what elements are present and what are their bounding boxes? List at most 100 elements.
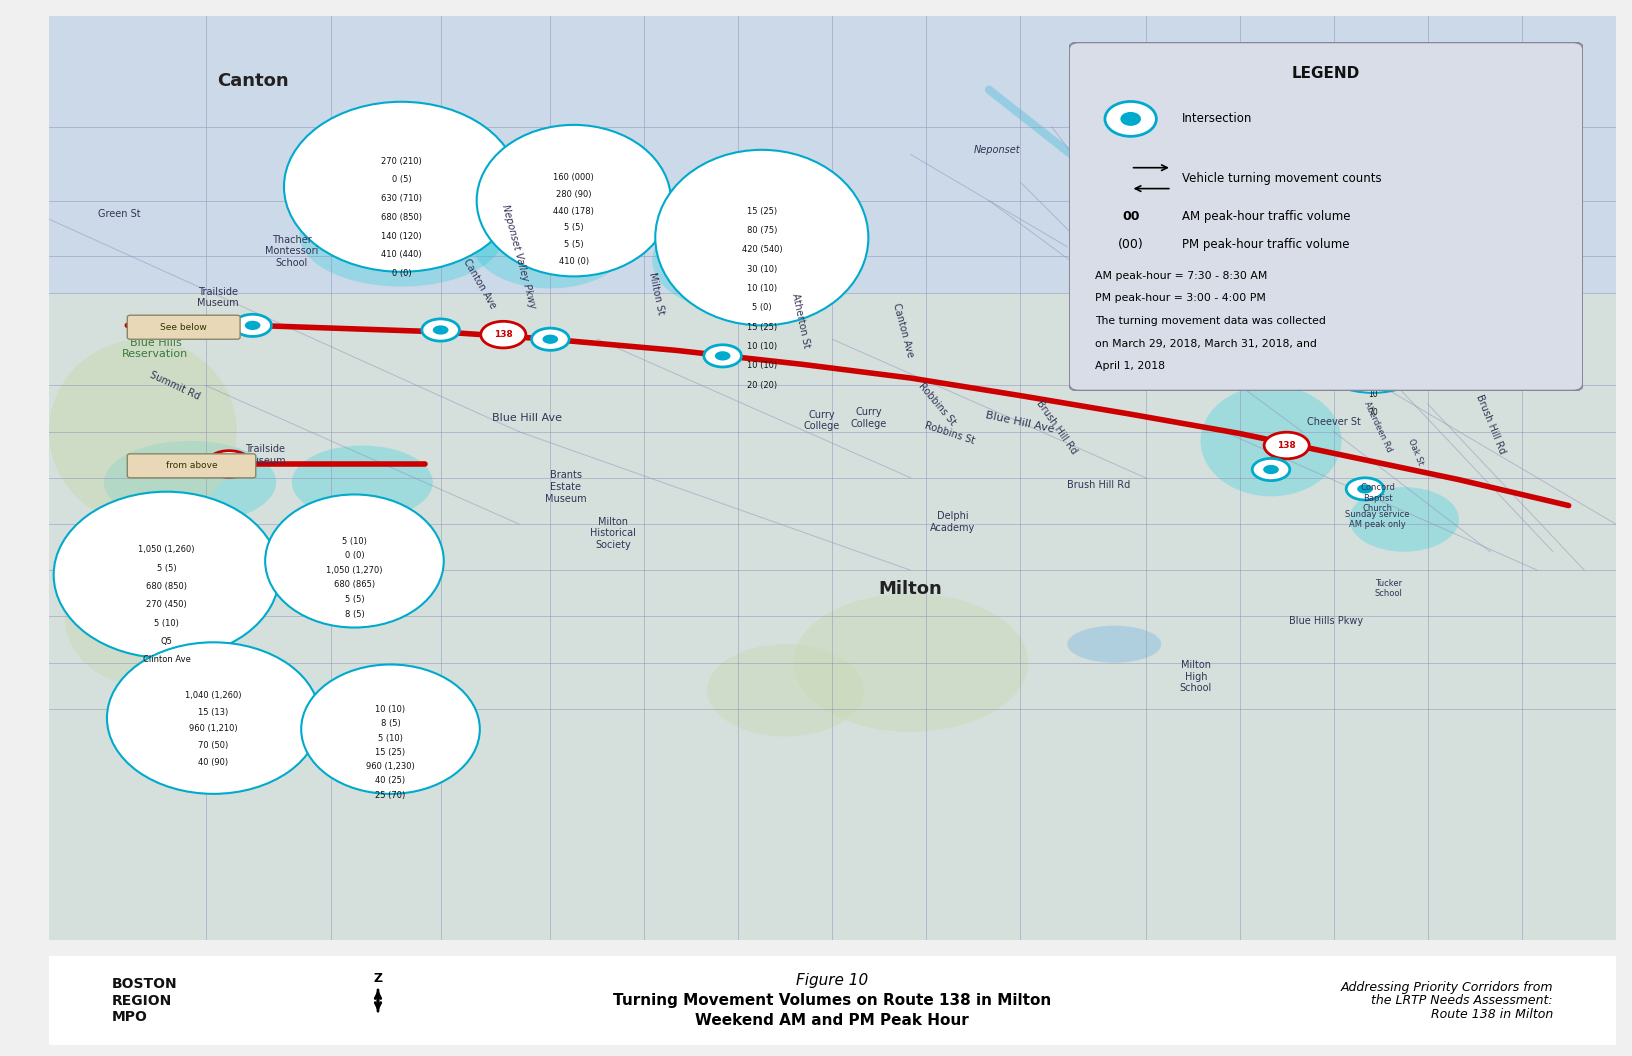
- Text: 10 (10): 10 (10): [375, 705, 406, 714]
- Text: 5 (10): 5 (10): [153, 619, 180, 627]
- Text: Atherton St: Atherton St: [790, 293, 811, 350]
- Text: 0 (0): 0 (0): [344, 551, 364, 560]
- Text: 5 (5): 5 (5): [344, 596, 364, 604]
- Text: Milton
Historical
Society: Milton Historical Society: [591, 516, 636, 550]
- Circle shape: [245, 321, 261, 329]
- Ellipse shape: [108, 642, 320, 794]
- Ellipse shape: [302, 664, 480, 794]
- Text: Figure 10: Figure 10: [796, 974, 868, 988]
- Text: 40 (90): 40 (90): [199, 757, 228, 767]
- Text: 160 (000): 160 (000): [553, 173, 594, 183]
- Text: 270 (210): 270 (210): [382, 156, 421, 166]
- Text: AM peak-hour traffic volume: AM peak-hour traffic volume: [1182, 210, 1351, 223]
- Text: the LRTP Needs Assessment:: the LRTP Needs Assessment:: [1371, 994, 1554, 1007]
- Text: 5 (10): 5 (10): [343, 536, 367, 546]
- FancyBboxPatch shape: [1069, 42, 1583, 391]
- Text: 8 (5): 8 (5): [380, 719, 400, 729]
- Text: Milton St: Milton St: [648, 271, 666, 315]
- Ellipse shape: [292, 446, 432, 520]
- Text: Q5: Q5: [160, 637, 173, 646]
- Ellipse shape: [104, 440, 276, 524]
- Text: 10: 10: [1368, 390, 1377, 399]
- Text: 138: 138: [220, 459, 238, 469]
- Ellipse shape: [1350, 487, 1459, 551]
- Text: Thuman Hwy: Thuman Hwy: [1180, 173, 1214, 237]
- Text: Boston: Boston: [1079, 72, 1149, 90]
- Text: Turning Movement Volumes on Route 138 in Milton: Turning Movement Volumes on Route 138 in…: [614, 993, 1051, 1008]
- Text: Blue Hill Ave: Blue Hill Ave: [491, 413, 561, 422]
- Text: Canton: Canton: [217, 72, 289, 90]
- Circle shape: [1346, 477, 1384, 499]
- FancyBboxPatch shape: [127, 315, 240, 339]
- Text: 8 (5): 8 (5): [344, 609, 364, 619]
- Text: Summit Rd: Summit Rd: [147, 370, 201, 401]
- Text: 5 (0): 5 (0): [752, 303, 772, 313]
- Text: Sunday service
AM peak only: Sunday service AM peak only: [1345, 510, 1410, 529]
- Text: 15: 15: [1368, 354, 1377, 363]
- Text: PM peak-hour traffic volume: PM peak-hour traffic volume: [1182, 238, 1350, 251]
- Text: LEGEND: LEGEND: [1293, 67, 1359, 81]
- Text: 320: 320: [1366, 301, 1381, 309]
- Text: PM peak-hour = 3:00 - 4:00 PM: PM peak-hour = 3:00 - 4:00 PM: [1095, 294, 1265, 303]
- Text: 00: 00: [1121, 210, 1139, 223]
- Circle shape: [703, 344, 741, 366]
- Text: 40 (25): 40 (25): [375, 776, 406, 786]
- Text: Addressing Priority Corridors from: Addressing Priority Corridors from: [1340, 981, 1554, 994]
- Text: 270 (450): 270 (450): [147, 600, 186, 609]
- Text: from above: from above: [166, 461, 217, 470]
- Text: Robbins St: Robbins St: [924, 420, 976, 447]
- Text: 138: 138: [1278, 441, 1296, 450]
- Text: Intersection: Intersection: [1182, 112, 1252, 126]
- Text: 10: 10: [1368, 336, 1377, 345]
- Text: Z: Z: [374, 972, 382, 984]
- Text: Clinton Ave: Clinton Ave: [142, 655, 191, 664]
- Text: BOSTON
REGION
MPO: BOSTON REGION MPO: [111, 978, 178, 1023]
- Ellipse shape: [653, 210, 824, 312]
- Text: 680 (865): 680 (865): [335, 581, 375, 589]
- FancyBboxPatch shape: [33, 955, 1632, 1046]
- Ellipse shape: [284, 101, 519, 271]
- Text: Canton Ave: Canton Ave: [891, 302, 916, 358]
- Ellipse shape: [793, 593, 1028, 732]
- Text: Blue Hills Pkwy: Blue Hills Pkwy: [1289, 616, 1363, 626]
- Ellipse shape: [65, 547, 222, 685]
- Ellipse shape: [1067, 625, 1162, 663]
- Text: April 1, 2018: April 1, 2018: [1095, 361, 1165, 372]
- Ellipse shape: [707, 644, 863, 737]
- Text: Weekend AM and PM Peak Hour: Weekend AM and PM Peak Hour: [695, 1013, 969, 1027]
- Text: 420 (540): 420 (540): [741, 245, 782, 254]
- Text: 70: 70: [1368, 319, 1377, 327]
- Text: on March 29, 2018, March 31, 2018, and: on March 29, 2018, March 31, 2018, and: [1095, 339, 1317, 348]
- Text: Trailside
Museum: Trailside Museum: [197, 287, 238, 308]
- Text: 5 (5): 5 (5): [157, 564, 176, 572]
- Circle shape: [532, 328, 570, 351]
- FancyBboxPatch shape: [33, 6, 1632, 949]
- Text: Neponset Valley Pkwy: Neponset Valley Pkwy: [501, 203, 537, 309]
- Text: Oak St: Oak St: [1405, 437, 1425, 467]
- Text: 10 (10): 10 (10): [747, 342, 777, 351]
- Text: 680 (850): 680 (850): [380, 213, 423, 222]
- Text: Vehicle turning movement counts: Vehicle turning movement counts: [1182, 172, 1382, 185]
- Text: Milton: Milton: [878, 580, 943, 598]
- Ellipse shape: [1201, 385, 1342, 496]
- Text: 5 (5): 5 (5): [565, 224, 584, 232]
- Text: River: River: [1103, 243, 1126, 269]
- Text: 138: 138: [494, 331, 512, 339]
- Text: 20 (20): 20 (20): [747, 380, 777, 390]
- Text: 80 (75): 80 (75): [746, 226, 777, 235]
- Text: Robbins St: Robbins St: [917, 381, 958, 427]
- Ellipse shape: [472, 196, 628, 288]
- Circle shape: [715, 352, 731, 360]
- Circle shape: [421, 319, 460, 341]
- Text: 5 (5): 5 (5): [565, 240, 584, 249]
- Circle shape: [1120, 112, 1141, 126]
- Circle shape: [432, 325, 449, 335]
- Text: 0 (0): 0 (0): [392, 269, 411, 278]
- Ellipse shape: [656, 150, 868, 325]
- Text: 15 (25): 15 (25): [375, 748, 406, 757]
- Text: The turning movement data was collected: The turning movement data was collected: [1095, 316, 1325, 326]
- Text: 0 (5): 0 (5): [392, 175, 411, 185]
- Text: 1,040 (1,260): 1,040 (1,260): [184, 691, 242, 700]
- Text: Thacher
Montessori
School: Thacher Montessori School: [264, 234, 318, 268]
- Text: Curry
College: Curry College: [850, 407, 886, 429]
